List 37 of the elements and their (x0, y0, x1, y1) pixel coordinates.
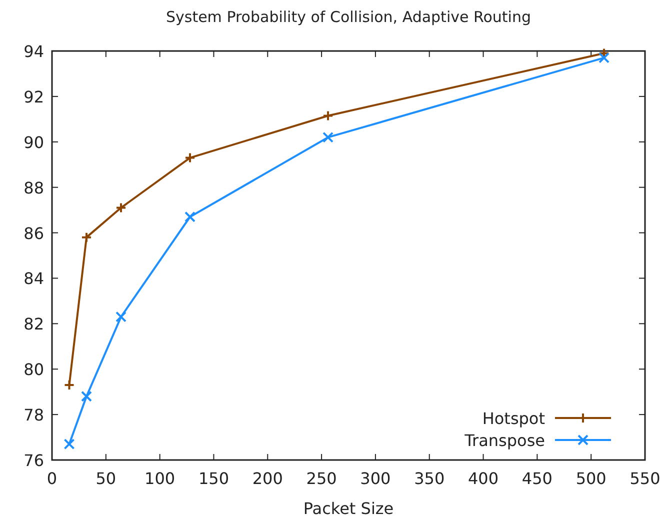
point (81, 390, 92, 402)
x-tick-label: 200 (252, 469, 283, 488)
y-tick-label: 94 (24, 42, 44, 61)
point (184, 152, 196, 164)
x-tick-label: 350 (414, 469, 445, 488)
x-tick-label: 150 (198, 469, 229, 488)
point (322, 110, 334, 122)
x-tick-label: 500 (576, 469, 606, 488)
point (116, 202, 127, 214)
y-tick-label: 90 (24, 132, 44, 152)
x-tick-label: 400 (468, 469, 499, 488)
x-tick-label: 100 (144, 469, 176, 488)
y-tick-label: 86 (24, 224, 44, 243)
legend-label: Hotspot (482, 409, 545, 428)
x-tick-label: 300 (360, 469, 391, 488)
x-tick-label: 450 (522, 469, 552, 488)
x-tick-label: 250 (306, 469, 337, 488)
x-axis-title: Packet Size (303, 499, 394, 518)
y-tick-label: 92 (24, 87, 44, 106)
y-tick-label: 84 (24, 269, 44, 288)
point (64, 438, 75, 450)
y-tick-label: 82 (24, 314, 44, 334)
y-tick-label: 76 (24, 451, 44, 470)
y-tick-label: 88 (24, 178, 44, 198)
x-tick-label: 0 (46, 469, 58, 488)
point (81, 232, 92, 243)
y-tick-label: 80 (24, 360, 44, 380)
y-tick-label: 78 (24, 406, 44, 425)
point (184, 211, 196, 222)
point (64, 380, 75, 391)
x-tick-label: 50 (96, 469, 116, 488)
point (116, 311, 127, 322)
x-tick-label: 550 (630, 469, 660, 488)
legend-label: Transpose (464, 431, 545, 450)
chart-title: System Probability of Collision, Adaptive Routing (166, 8, 532, 26)
point (598, 52, 610, 64)
point (322, 132, 334, 143)
